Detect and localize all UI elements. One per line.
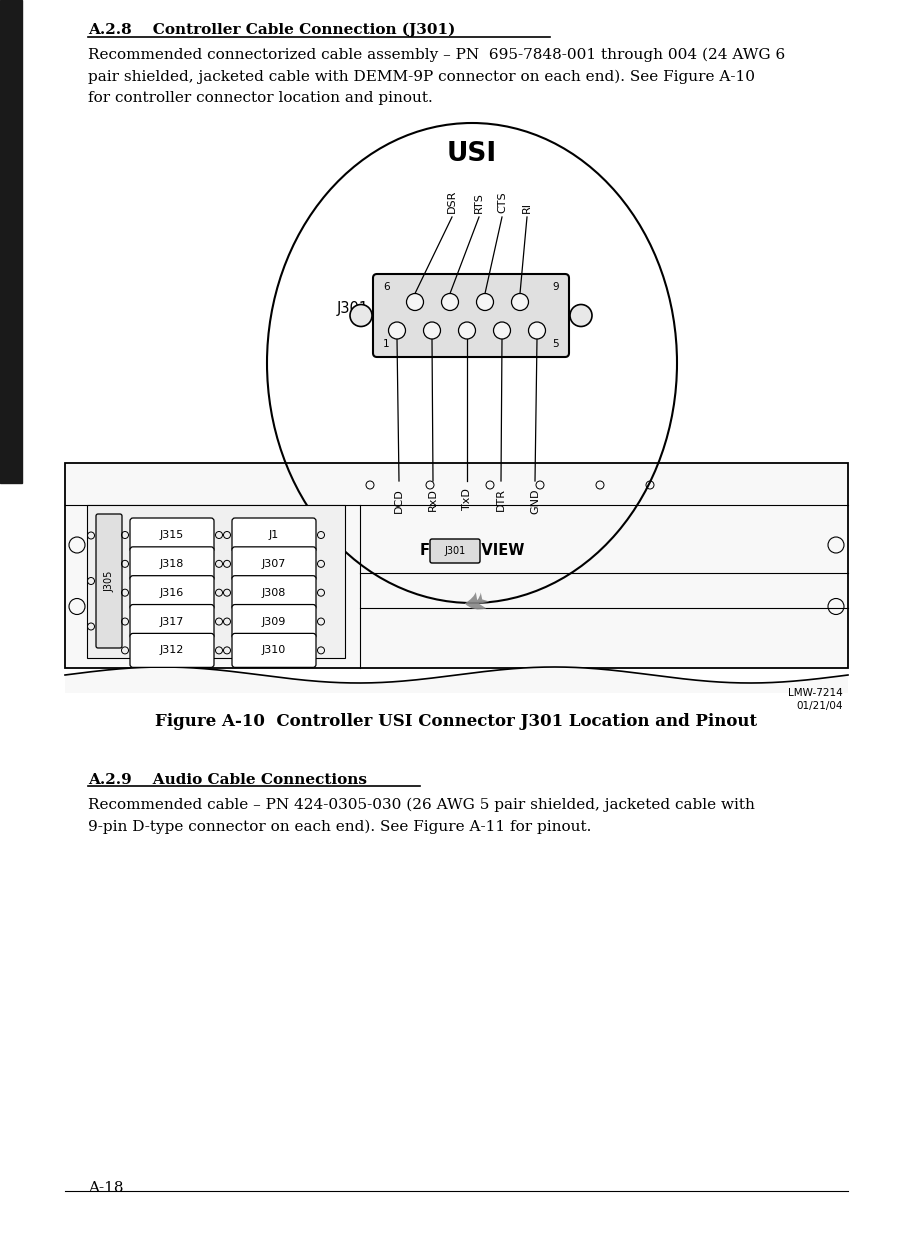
Text: FRONT VIEW: FRONT VIEW — [420, 543, 524, 559]
FancyBboxPatch shape — [232, 604, 316, 639]
Text: Recommended cable – PN 424-0305-030 (26 AWG 5 pair shielded, jacketed cable with: Recommended cable – PN 424-0305-030 (26 … — [88, 798, 755, 835]
FancyBboxPatch shape — [232, 547, 316, 581]
Bar — [65, 464, 848, 668]
Text: LMW-7214: LMW-7214 — [788, 688, 843, 698]
Text: RI: RI — [522, 202, 532, 213]
Circle shape — [389, 322, 405, 339]
Text: J309: J309 — [262, 616, 286, 626]
Text: USI: USI — [447, 141, 497, 166]
Text: Recommended connectorized cable assembly – PN  695-7848-001 through 004 (24 AWG : Recommended connectorized cable assembly… — [88, 48, 785, 105]
Text: A-18: A-18 — [88, 1181, 123, 1195]
Text: TxD: TxD — [462, 488, 472, 510]
Circle shape — [442, 293, 458, 311]
Bar — [87, 506, 345, 658]
Text: RTS: RTS — [474, 192, 484, 213]
Text: 9: 9 — [552, 282, 559, 292]
Circle shape — [458, 322, 476, 339]
Text: J308: J308 — [262, 588, 286, 598]
Text: DCD: DCD — [394, 488, 404, 513]
Text: RxD: RxD — [428, 488, 438, 510]
Text: A.2.8    Controller Cable Connection (J301): A.2.8 Controller Cable Connection (J301) — [88, 23, 456, 37]
Circle shape — [494, 322, 510, 339]
Text: 1: 1 — [383, 339, 390, 349]
FancyBboxPatch shape — [232, 518, 316, 552]
Circle shape — [406, 293, 424, 311]
Text: J301: J301 — [445, 546, 466, 556]
Text: J301: J301 — [337, 301, 369, 316]
FancyBboxPatch shape — [373, 274, 569, 358]
FancyBboxPatch shape — [130, 518, 214, 552]
FancyArrowPatch shape — [465, 592, 489, 609]
FancyBboxPatch shape — [232, 634, 316, 667]
FancyBboxPatch shape — [130, 604, 214, 639]
Text: J310: J310 — [262, 645, 286, 656]
Text: J318: J318 — [160, 559, 184, 568]
Text: CTS: CTS — [497, 191, 507, 213]
FancyBboxPatch shape — [130, 576, 214, 609]
Text: Figure A‑10  Controller USI Connector J301 Location and Pinout: Figure A‑10 Controller USI Connector J30… — [155, 713, 757, 730]
Text: 6: 6 — [383, 282, 390, 292]
Text: J317: J317 — [160, 616, 184, 626]
FancyBboxPatch shape — [96, 514, 122, 649]
Circle shape — [529, 322, 545, 339]
Circle shape — [570, 305, 592, 327]
Text: GND: GND — [530, 488, 540, 513]
Text: J312: J312 — [160, 645, 184, 656]
FancyBboxPatch shape — [430, 539, 480, 563]
Text: 01/21/04: 01/21/04 — [796, 702, 843, 711]
Text: A.2.9    Audio Cable Connections: A.2.9 Audio Cable Connections — [88, 773, 367, 787]
Circle shape — [350, 305, 372, 327]
Text: 5: 5 — [552, 339, 559, 349]
Text: J305: J305 — [104, 571, 114, 592]
Circle shape — [424, 322, 440, 339]
Circle shape — [511, 293, 529, 311]
Text: DSR: DSR — [447, 190, 457, 213]
FancyBboxPatch shape — [130, 547, 214, 581]
Text: J1: J1 — [268, 530, 279, 540]
Circle shape — [477, 293, 494, 311]
Text: DTR: DTR — [496, 488, 506, 510]
Bar — [0, 0, 22, 483]
FancyBboxPatch shape — [232, 576, 316, 609]
Text: J315: J315 — [160, 530, 184, 540]
Polygon shape — [65, 667, 848, 693]
FancyBboxPatch shape — [130, 634, 214, 667]
Text: J316: J316 — [160, 588, 184, 598]
Text: J307: J307 — [262, 559, 286, 568]
